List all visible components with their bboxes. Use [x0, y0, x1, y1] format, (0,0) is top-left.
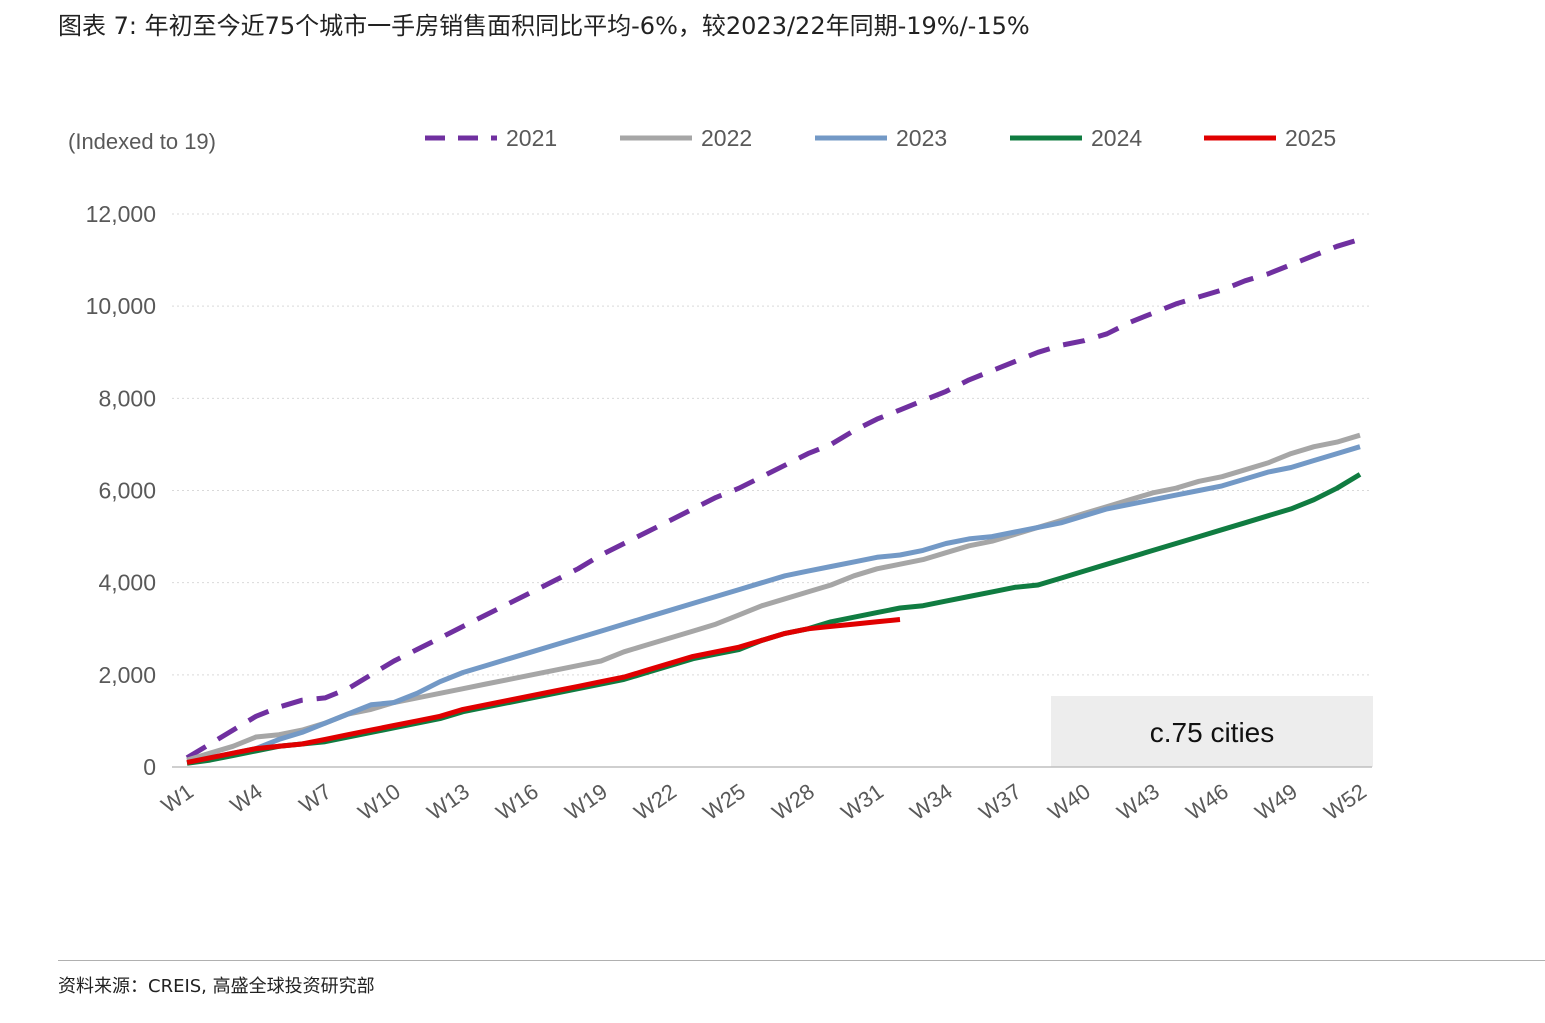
x-tick-label: W31 [836, 779, 887, 825]
x-tick-label: W28 [767, 779, 818, 825]
gridlines [172, 213, 1372, 676]
annotation-label: c.75 cities [1150, 717, 1275, 748]
annotation-box: c.75 cities [1051, 696, 1373, 767]
annotation-background [1051, 696, 1373, 767]
legend-label-2021: 2021 [506, 125, 557, 151]
x-tick-label: W19 [560, 779, 611, 825]
y-tick-label: 4,000 [98, 570, 156, 596]
legend-label-2022: 2022 [701, 125, 752, 151]
x-tick-label: W16 [491, 779, 542, 825]
series-lines [185, 236, 1362, 766]
x-tick-label: W13 [422, 779, 473, 825]
source-note: 资料来源：CREIS, 高盛全球投资研究部 [58, 976, 375, 997]
x-tick-label: W40 [1043, 779, 1094, 825]
y-tick-label: 8,000 [98, 385, 156, 411]
series-line-2023 [186, 444, 1361, 765]
x-tick-label: W43 [1112, 779, 1163, 825]
legend-label-2024: 2024 [1091, 125, 1142, 151]
y-tick-label: 0 [143, 754, 156, 780]
x-tick-label: W22 [629, 779, 680, 825]
x-tick-label: W46 [1181, 779, 1232, 825]
x-tick-label: W25 [698, 779, 749, 825]
x-tick-label: W34 [905, 779, 956, 825]
y-axis-label: (Indexed to 19) [68, 129, 216, 154]
legend: 2021 2022 2023 2024 2025 [425, 125, 1336, 151]
footer-divider [58, 960, 1545, 961]
y-tick-label: 2,000 [98, 662, 156, 688]
legend-label-2025: 2025 [1285, 125, 1336, 151]
chart-title: 图表 7: 年初至今近75个城市一手房销售面积同比平均-6%，较2023/22年… [58, 12, 1030, 40]
series-line-2025 [186, 617, 901, 765]
y-axis-ticks: 0 2,000 4,000 6,000 8,000 10,000 12,000 [86, 201, 156, 780]
x-tick-label: W4 [225, 779, 266, 818]
x-tick-label: W37 [974, 779, 1025, 825]
y-tick-label: 10,000 [86, 293, 156, 319]
x-tick-label: W1 [156, 779, 197, 818]
x-tick-label: W49 [1250, 779, 1301, 825]
y-tick-label: 6,000 [98, 478, 156, 504]
legend-label-2023: 2023 [896, 125, 947, 151]
y-tick-label: 12,000 [86, 201, 156, 227]
x-tick-label: W10 [353, 779, 404, 825]
x-tick-label: W7 [294, 779, 335, 818]
series-line-2021 [185, 236, 1361, 760]
x-axis-ticks: W1 W4 W7 W10 W13 W16 W19 W22 W25 W28 W31 W34 W37 W40 W… [156, 779, 1370, 825]
x-tick-label: W52 [1319, 779, 1370, 825]
